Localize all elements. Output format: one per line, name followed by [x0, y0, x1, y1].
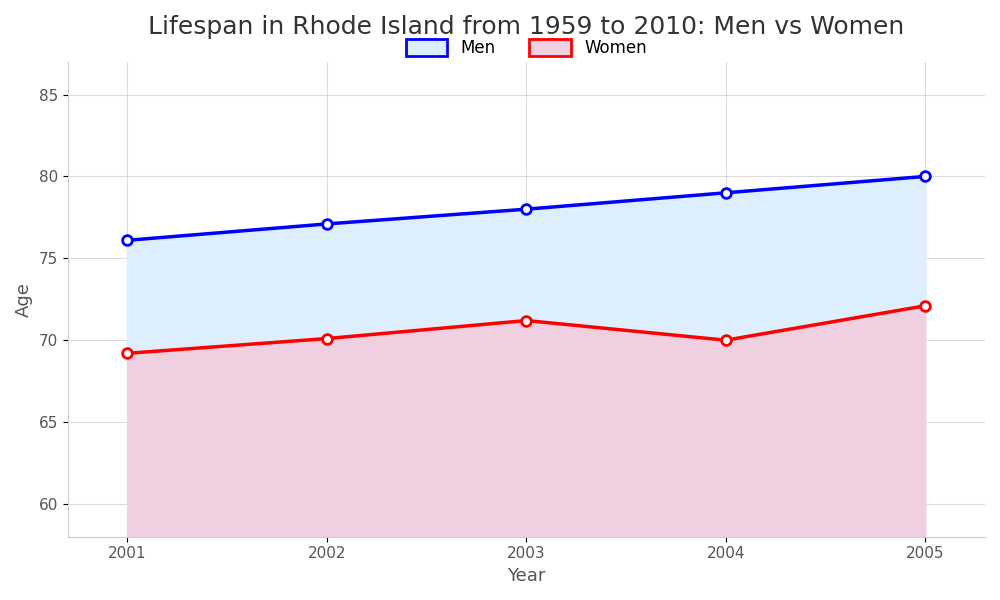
- Legend: Men, Women: Men, Women: [399, 32, 654, 64]
- X-axis label: Year: Year: [507, 567, 546, 585]
- Y-axis label: Age: Age: [15, 282, 33, 317]
- Title: Lifespan in Rhode Island from 1959 to 2010: Men vs Women: Lifespan in Rhode Island from 1959 to 20…: [148, 15, 904, 39]
